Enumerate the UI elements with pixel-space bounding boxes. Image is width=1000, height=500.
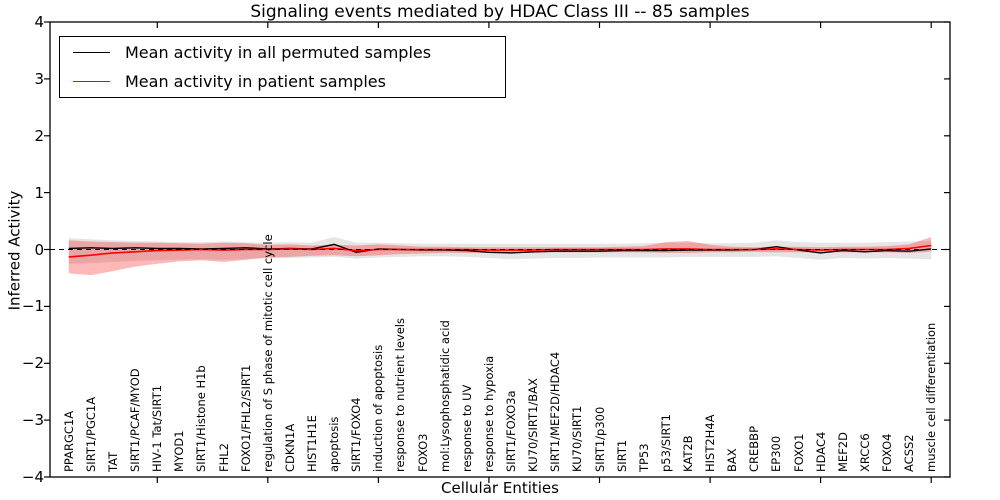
- x-category-label: p53/SIRT1: [658, 414, 673, 472]
- y-tick-label: −3: [21, 411, 44, 430]
- patient-band: [68, 237, 932, 276]
- y-tick-label: 0: [34, 240, 44, 259]
- x-category-label: TP53: [636, 443, 651, 472]
- x-category-label: EP300: [769, 435, 784, 472]
- x-category-label: MYOD1: [172, 430, 187, 472]
- legend-entry-patient: Mean activity in patient samples: [60, 68, 505, 95]
- x-category-label: muscle cell differentiation: [924, 322, 939, 472]
- x-category-label: SIRT1/MEF2D/HDAC4: [548, 351, 563, 472]
- x-category-label: HIST1H1E: [305, 415, 320, 472]
- y-tick-label: 2: [34, 126, 44, 145]
- x-category-label: FOXO1/FHL2/SIRT1: [238, 364, 253, 472]
- x-category-label: XRCC6: [857, 433, 872, 472]
- y-tick-label: 4: [34, 13, 44, 31]
- x-category-label: FOXO4: [879, 433, 894, 472]
- legend-line-patient-icon: [73, 81, 110, 82]
- legend-label-patient: Mean activity in patient samples: [125, 72, 386, 91]
- x-category-label: FOXO3: [415, 433, 430, 472]
- x-category-label: regulation of S phase of mitotic cell cy…: [260, 234, 275, 472]
- y-tick-label: −4: [21, 468, 44, 486]
- x-category-label: FHL2: [216, 443, 231, 472]
- x-category-label: CDKN1A: [282, 423, 297, 472]
- x-category-label: MEF2D: [835, 432, 850, 472]
- x-category-label: SIRT1: [614, 439, 629, 472]
- legend: Mean activity in all permuted samples Me…: [59, 36, 506, 98]
- x-category-label: KU70/SIRT1/BAX: [526, 378, 541, 472]
- x-category-label: BAX: [725, 448, 740, 472]
- x-category-label: SIRT1/p300: [592, 406, 607, 472]
- x-category-label: SIRT1/PCAF/MYOD: [128, 368, 143, 472]
- x-axis-label: Cellular Entities: [441, 479, 559, 497]
- y-tick-label: −2: [21, 354, 44, 373]
- x-category-label: HIST2H4A: [703, 414, 718, 472]
- legend-line-permuted-icon: [73, 52, 110, 53]
- y-axis-label: Inferred Activity: [5, 190, 24, 311]
- x-category-label: ACSS2: [902, 434, 917, 472]
- x-category-label: SIRT1/Histone H1b: [194, 365, 209, 472]
- x-category-label: TAT: [106, 451, 121, 472]
- y-tick-label: −1: [21, 297, 44, 316]
- x-category-label: CREBBP: [747, 426, 762, 472]
- x-category-label: induction of apoptosis: [371, 344, 386, 472]
- x-category-label: SIRT1/FOXO3a: [504, 390, 519, 472]
- legend-entry-permuted: Mean activity in all permuted samples: [60, 39, 505, 66]
- x-category-label: KU70/SIRT1: [570, 405, 585, 472]
- x-category-label: SIRT1/PGC1A: [83, 396, 98, 472]
- x-category-label: SIRT1/FOXO4: [349, 397, 364, 472]
- x-category-label: KAT2B: [680, 435, 695, 472]
- x-category-label: HDAC4: [813, 431, 828, 472]
- x-category-label: response to UV: [459, 384, 474, 472]
- y-tick-label: 1: [34, 183, 44, 202]
- x-category-label: PPARGC1A: [61, 410, 76, 472]
- x-category-label: apoptosis: [327, 416, 342, 472]
- x-category-label: mol:Lysophosphatidic acid: [437, 320, 452, 472]
- x-category-label: response to hypoxia: [481, 355, 496, 472]
- x-category-label: response to nutrient levels: [393, 318, 408, 472]
- legend-label-permuted: Mean activity in all permuted samples: [125, 43, 432, 62]
- x-category-label: FOXO1: [791, 433, 806, 472]
- chart-title: Signaling events mediated by HDAC Class …: [250, 2, 750, 22]
- x-category-label: HIV-1 Tat/SIRT1: [150, 384, 165, 472]
- y-tick-label: 3: [34, 69, 44, 88]
